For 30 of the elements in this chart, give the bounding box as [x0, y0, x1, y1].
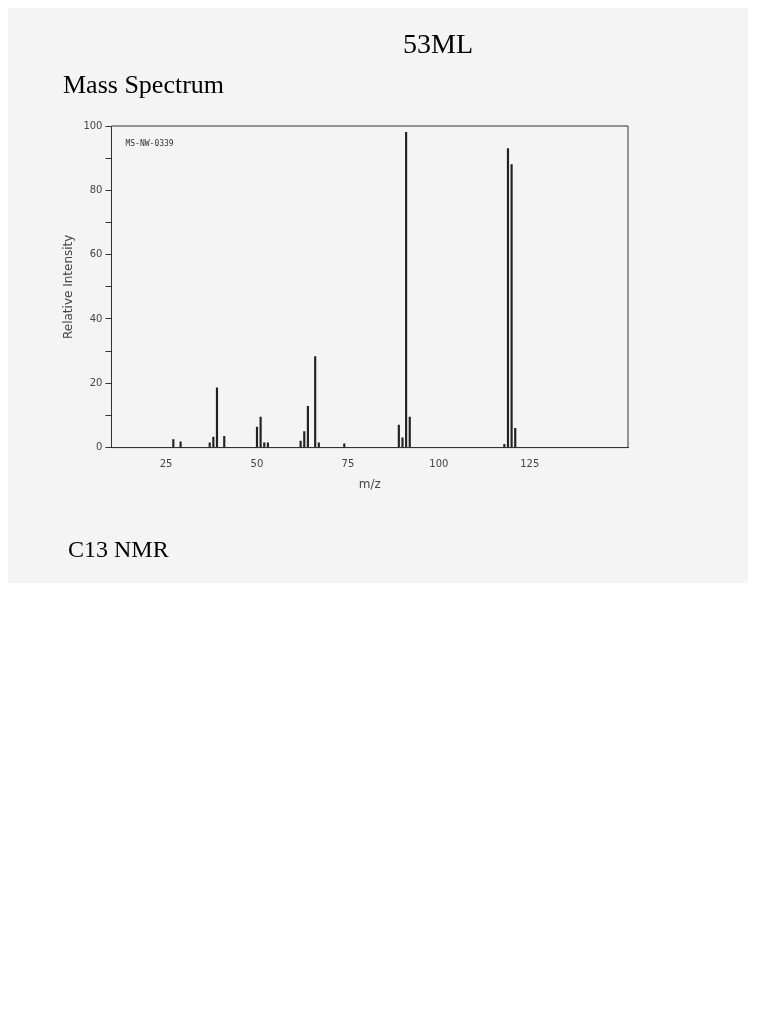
bar — [306, 406, 309, 448]
bar — [303, 431, 306, 448]
bar — [259, 416, 262, 448]
x-tick-label: 50 — [250, 458, 264, 470]
text: C13 NMR — [68, 536, 170, 563]
bar — [314, 356, 317, 448]
y-tick-label: 20 — [89, 376, 103, 388]
y-tick-label: 80 — [89, 183, 103, 195]
bar — [179, 441, 182, 448]
x-tick-label: 125 — [520, 458, 540, 470]
chart-title: 53ML — [402, 28, 474, 60]
x-tick-label: 100 — [429, 458, 449, 470]
chart-subtitle: Mass Spectrum — [63, 70, 226, 100]
y-tick-label: 40 — [89, 312, 103, 324]
y-axis-title: Relative Intensity — [61, 234, 76, 340]
x-tick-label: 25 — [159, 458, 173, 470]
x-axis-title: m/z — [358, 476, 381, 491]
bar — [397, 424, 400, 448]
y-tick-label: 60 — [89, 248, 103, 260]
y-tick-label: 100 — [83, 119, 103, 131]
bar — [510, 164, 513, 448]
bar — [408, 416, 411, 448]
bar — [266, 442, 269, 448]
bar — [215, 387, 219, 448]
bar — [317, 442, 320, 448]
annotation: MS-NW-0339 — [125, 139, 174, 149]
y-tick-label: 0 — [96, 441, 103, 453]
x-tick-label: 75 — [341, 458, 355, 470]
bar — [405, 132, 408, 448]
bar — [506, 148, 510, 448]
